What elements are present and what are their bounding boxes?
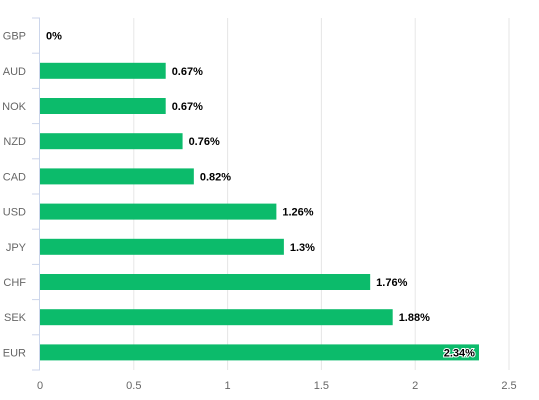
category-label-chf: CHF	[3, 277, 26, 289]
category-label-eur: EUR	[3, 347, 26, 359]
category-label-usd: USD	[3, 207, 26, 219]
data-label-aud: 0.67%	[172, 66, 203, 78]
x-tick-label: 0	[37, 380, 43, 392]
data-label-nok: 0.67%	[172, 101, 203, 113]
x-tick-label: 0.5	[126, 380, 141, 392]
bar-nok	[40, 98, 166, 114]
data-label-gbp: 0%	[46, 31, 62, 43]
x-tick-label: 2.5	[501, 380, 516, 392]
bar-aud	[40, 62, 166, 79]
data-label-chf: 1.76%	[376, 277, 407, 289]
category-label-sek: SEK	[4, 312, 27, 324]
x-tick-label: 1	[225, 380, 231, 392]
data-labels: 0% 0.67% 0.67% 0.76% 0.82% 1.26% 1.3% 1.76% 1.88…	[46, 31, 476, 361]
bar-cad	[40, 168, 194, 185]
bar-sek	[40, 309, 393, 326]
data-label-cad: 0.82%	[200, 171, 231, 183]
category-label-aud: AUD	[3, 66, 26, 78]
tick-labels: 0 0.5 1 1.5 2 2.5 GBP AUD NOK NZD CAD USD JPY CHF SEK E…	[2, 31, 516, 392]
category-label-jpy: JPY	[6, 242, 27, 254]
category-label-nzd: NZD	[3, 136, 26, 148]
x-tick-label: 2	[412, 380, 418, 392]
category-label-cad: CAD	[3, 171, 26, 183]
bar-chf	[40, 274, 371, 290]
data-label-nzd: 0.76%	[189, 136, 220, 148]
axes	[32, 17, 40, 371]
bars	[40, 62, 479, 361]
bar-usd	[40, 203, 277, 220]
data-label-eur: 2.34%	[444, 347, 475, 359]
category-label-nok: NOK	[2, 101, 27, 113]
x-tick-label: 1.5	[314, 380, 329, 392]
data-label-usd: 1.26%	[282, 207, 313, 219]
bar-eur	[40, 344, 479, 361]
category-label-gbp: GBP	[3, 31, 26, 43]
bar-nzd	[40, 133, 183, 150]
data-label-jpy: 1.3%	[290, 242, 315, 254]
data-label-sek: 1.88%	[399, 312, 430, 324]
bar-jpy	[40, 238, 284, 255]
